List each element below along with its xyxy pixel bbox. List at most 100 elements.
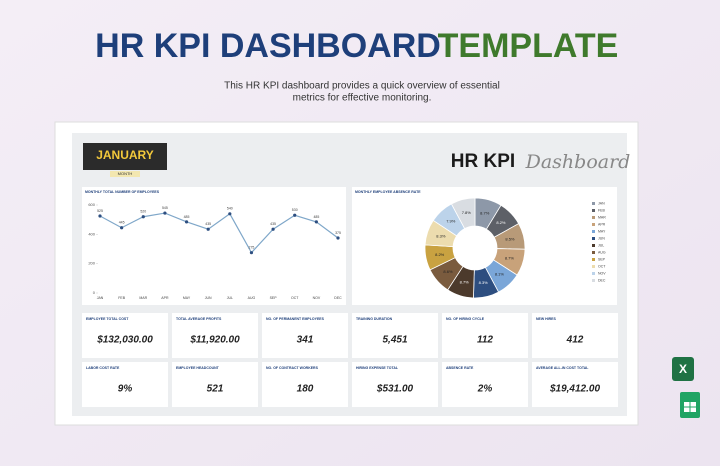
kpi-value: 9% [118,384,133,395]
data-label: 7.8% [462,210,472,215]
legend-swatch [592,244,595,247]
month-caption: MONTH [118,171,133,176]
point [249,251,254,255]
data-label: 375 [335,231,341,235]
x-tick-label: MAY [183,296,191,300]
legend-swatch [592,237,595,240]
legend-label: DEC [598,278,606,282]
kpi-card [532,313,618,358]
data-label: 445 [119,221,125,225]
kpi-label: ABSENCE RATE [446,366,474,370]
x-tick-label: SEP [270,296,278,300]
kpi-label: NEW HIRES [536,317,557,321]
kpi-card [82,362,168,407]
kpi-value: $19,412.00 [549,384,600,395]
kpi-card [262,362,348,407]
brand: HR KPI [451,151,515,172]
data-label: 7.9% [446,218,456,223]
kpi-card [352,313,438,358]
point [141,215,145,219]
legend-swatch [592,272,595,275]
point [163,211,167,215]
svg-text:X: X [679,362,687,376]
legend-swatch [592,251,595,254]
data-label: 525 [97,209,103,213]
x-tick-label: JUN [205,296,212,300]
kpi-card [262,313,348,358]
kpi-card [532,362,618,407]
legend-swatch [592,265,595,268]
point [206,227,210,231]
kpi-card [82,313,168,358]
data-label: 485 [313,215,319,219]
x-tick-label: OCT [291,296,299,300]
point [120,226,124,230]
legend-label: OCT [598,264,606,268]
point [293,213,297,217]
data-label: 435 [270,222,276,226]
legend-label: NOV [598,271,606,275]
legend-label: MAR [598,215,606,219]
kpi-card [172,313,258,358]
point [336,236,340,240]
brand-script: Dashboard [525,151,631,173]
kpi-value: 180 [297,384,314,395]
point [314,220,318,224]
y-tick-label: 600 [88,202,95,207]
kpi-label: EMPLOYEE TOTAL COST [86,317,129,321]
month-box [83,143,167,170]
legend-label: SEP [598,257,606,261]
legend-swatch [592,258,595,261]
x-tick-label: FEB [118,296,125,300]
data-label: 8.6% [443,269,453,274]
x-tick-label: MAR [139,296,147,300]
kpi-value: 2% [477,384,493,395]
subtitle: metrics for effective monitoring. [293,93,432,104]
data-label: 520 [140,210,146,214]
data-label: 540 [227,207,233,211]
x-tick-label: APR [161,296,169,300]
data-label: 545 [162,206,168,210]
data-label: 8.2% [496,220,506,225]
kpi-label: TRAINING DURATION [356,317,393,321]
line [99,212,339,254]
kpi-label: AVERAGE ALL-IN COST TOTAL [536,366,589,370]
legend-swatch [592,216,595,219]
data-label: 485 [184,215,190,219]
month-caption-box [110,171,140,177]
y-tick-label: 200 [88,261,95,266]
legend-label: MAY [598,229,606,233]
data-label: 8.7% [480,210,490,215]
point [271,227,275,231]
kpi-value: $11,920.00 [189,335,240,346]
legend-label: FEB [598,208,605,212]
x-tick-label: AUG [248,296,256,300]
legend-swatch [592,209,595,212]
y-tick-label: 400 [88,231,95,236]
legend-swatch [592,230,595,233]
kpi-value: 341 [297,335,314,346]
kpi-value: 112 [477,335,493,346]
kpi-value: 412 [566,335,584,346]
kpi-label: NO. OF HIRING CYCLE [446,317,485,321]
legend-swatch [592,223,595,226]
kpi-card [442,362,528,407]
title: TEMPLATE [438,27,619,65]
kpi-label: HIRING EXPENSE TOTAL [356,366,399,370]
kpi-label: LABOR COST RATE [86,366,120,370]
data-label: 8.5% [505,236,515,241]
kpi-value: 521 [207,384,224,395]
legend-label: JAN [598,201,605,205]
data-label: 8.7% [505,256,515,261]
kpi-value: 5,451 [382,335,407,346]
chart-title: MONTHLY EMPLOYEE ABSENCE RATE [355,190,421,194]
data-label: 8.7% [460,279,470,284]
kpi-label: EMPLOYEE HEADCOUNT [176,366,220,370]
kpi-label: NO. OF PERMANENT EMPLOYEES [266,317,325,321]
x-tick-label: JUL [227,296,233,300]
data-label: 275 [249,246,255,250]
legend-label: APR [598,222,606,226]
donut-slice [450,197,476,230]
data-label: 8.2% [435,252,445,257]
